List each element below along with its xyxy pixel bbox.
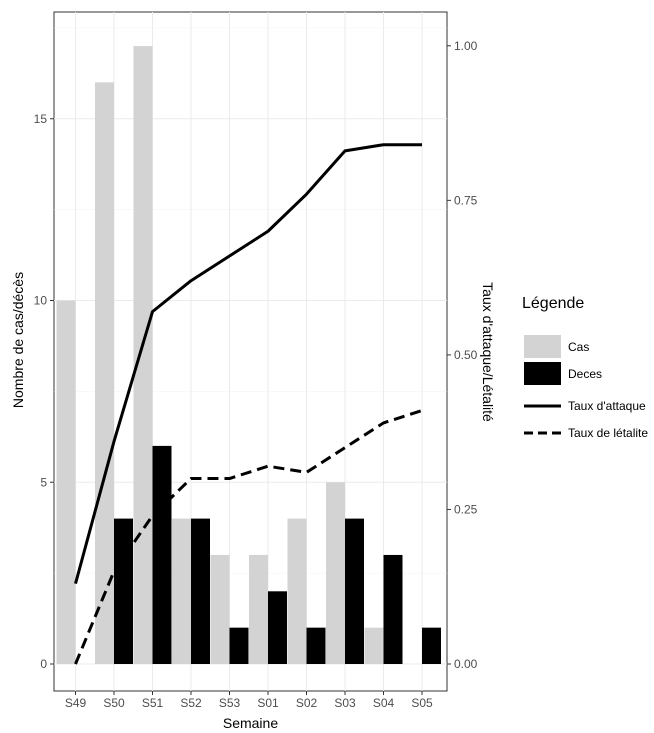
x-tick-label: S49 (65, 696, 87, 710)
x-tick-label: S05 (411, 696, 433, 710)
bar-cas (249, 554, 268, 664)
x-tick-label: S04 (373, 696, 395, 710)
legend-title: Légende (522, 295, 584, 312)
bar-deces (383, 554, 403, 664)
legend-label-taux-attaque: Taux d'attaque (568, 399, 646, 413)
bar-deces (306, 627, 326, 664)
line-taux-letalite (74, 409, 423, 665)
bar-deces (229, 627, 249, 664)
legend: Légende Cas Deces Taux d'attaque Taux de… (522, 295, 648, 440)
y-axis-title-left: Nombre de cas/décès (10, 272, 26, 408)
y-tick-label-right: 0.25 (454, 502, 478, 516)
bar-deces (191, 518, 210, 664)
bars (56, 46, 441, 665)
legend-label-taux-letalite: Taux de létalite (568, 426, 648, 440)
y-tick-label-left: 15 (34, 112, 48, 126)
line-taux-attaque (74, 143, 422, 585)
x-tick-label: S50 (103, 696, 125, 710)
bar-deces (422, 627, 441, 664)
y-tick-label-right: 0.50 (454, 348, 478, 362)
x-tick-label: S51 (142, 696, 164, 710)
bar-cas (326, 482, 345, 664)
x-tick-label: S01 (257, 696, 279, 710)
legend-label-cas: Cas (568, 340, 589, 354)
bar-deces (268, 591, 287, 664)
bar-cas (364, 627, 384, 664)
x-tick-label: S53 (219, 696, 241, 710)
x-axis-title: Semaine (223, 715, 278, 731)
y-axis-title-right: Taux d'attaque/Létalité (480, 282, 496, 422)
y-tick-label-left: 10 (34, 294, 48, 308)
legend-swatch-cas (524, 335, 561, 358)
bar-deces (345, 518, 364, 664)
y-tick-label-left: 0 (40, 657, 47, 671)
bar-cas (172, 518, 191, 664)
legend-label-deces: Deces (568, 367, 602, 381)
bar-cas (95, 82, 114, 664)
x-tick-label: S52 (180, 696, 202, 710)
y-tick-label-right: 0.75 (454, 193, 478, 207)
y-tick-label-left: 5 (40, 475, 47, 489)
bar-cas (56, 300, 76, 664)
x-tick-label: S03 (334, 696, 356, 710)
lines (74, 143, 423, 665)
axes: 0 5 10 15 0.00 0.25 0.50 0.75 1.00 S49 S50 S51 S52 S5… (34, 39, 478, 710)
bar-deces (152, 445, 172, 664)
x-tick-label: S02 (296, 696, 318, 710)
y-tick-label-right: 0.00 (454, 657, 478, 671)
legend-swatch-deces (524, 362, 561, 385)
bar-cas (287, 518, 307, 664)
bar-deces (114, 518, 133, 664)
y-tick-label-right: 1.00 (454, 39, 478, 53)
bar-cas (210, 554, 230, 664)
bar-cas (133, 46, 153, 665)
